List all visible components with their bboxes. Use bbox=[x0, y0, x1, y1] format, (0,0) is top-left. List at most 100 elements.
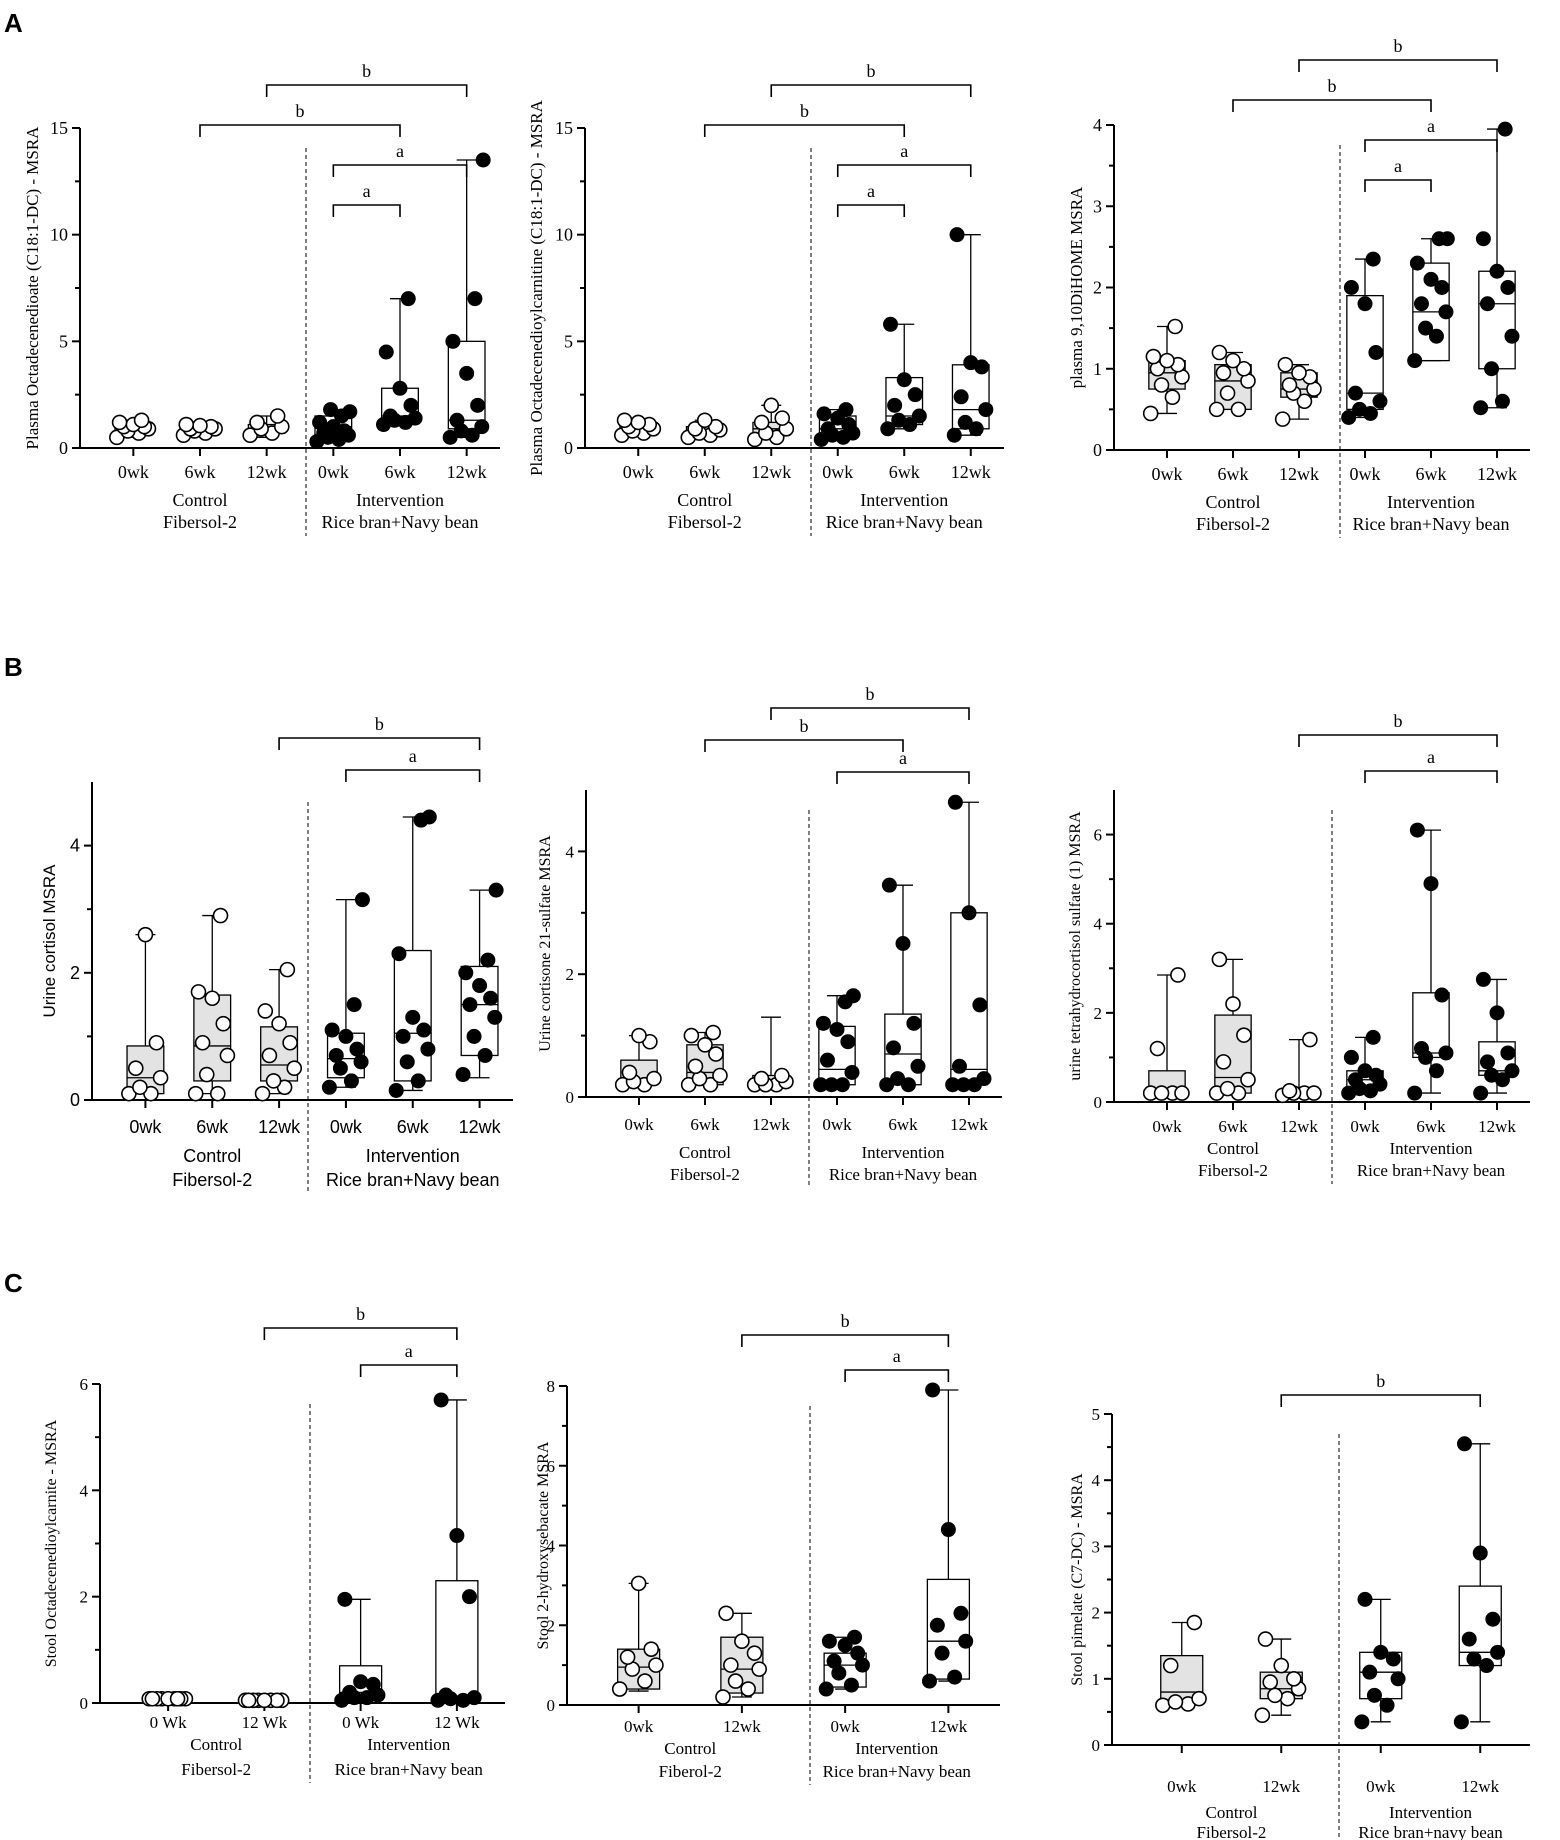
data-point bbox=[1490, 1644, 1506, 1660]
data-point bbox=[1373, 1644, 1389, 1660]
data-point bbox=[1473, 1085, 1489, 1101]
box-2: 12wk bbox=[242, 408, 290, 482]
data-point bbox=[883, 316, 899, 332]
data-point bbox=[1368, 345, 1384, 360]
chart-a2: 0 5 10 15 Plasma Octadecenedioylcarnitine (C… bbox=[527, 61, 1004, 536]
data-point bbox=[353, 1054, 369, 1070]
y-axis-label: Urine cortisol MSRA bbox=[40, 864, 59, 1018]
data-point bbox=[887, 397, 903, 413]
data-point bbox=[240, 1692, 257, 1709]
box-2: 12wk bbox=[1274, 356, 1322, 484]
data-point bbox=[1407, 1085, 1423, 1101]
data-point bbox=[881, 877, 897, 893]
data-point bbox=[407, 410, 423, 426]
data-point bbox=[392, 380, 408, 396]
data-point bbox=[1149, 1040, 1166, 1057]
data-point bbox=[257, 1003, 274, 1019]
data-point bbox=[824, 1077, 840, 1093]
chart-c1: 0 2 4 6 Stool Octadecenedioylcarnite - MSRA 0… bbox=[43, 1304, 505, 1783]
data-point bbox=[934, 1645, 950, 1661]
data-point bbox=[1164, 389, 1181, 405]
data-point bbox=[1153, 1085, 1170, 1101]
data-point bbox=[1439, 231, 1455, 247]
box-0: 0wk bbox=[614, 1027, 662, 1134]
data-point bbox=[1211, 344, 1228, 361]
group-label: Fibersol-2 bbox=[670, 1165, 740, 1184]
group-label: Intervention bbox=[366, 1146, 460, 1166]
y-tick-label: 2 bbox=[547, 1616, 556, 1635]
data-point bbox=[643, 1641, 660, 1657]
box-2: 0wk bbox=[1354, 1591, 1406, 1796]
y-tick-label: 4 bbox=[1092, 1471, 1101, 1490]
data-point bbox=[1170, 967, 1186, 983]
data-point bbox=[1347, 1072, 1363, 1088]
data-point bbox=[1418, 320, 1434, 336]
data-point bbox=[382, 408, 398, 424]
data-point bbox=[204, 990, 221, 1007]
data-point bbox=[405, 1009, 421, 1025]
data-point bbox=[910, 1058, 926, 1074]
data-point bbox=[727, 1673, 744, 1689]
group-label: Rice bran+navy bean bbox=[1358, 1823, 1503, 1840]
data-point bbox=[1475, 231, 1491, 247]
data-point bbox=[1273, 1657, 1290, 1674]
y-tick-label: 8 bbox=[547, 1377, 556, 1396]
x-tick-label: 6wk bbox=[1416, 1117, 1446, 1136]
chart-c2: 0 2 4 6 8 Stool 2-hydroxysebacate MSRA 0wk 12wk… bbox=[535, 1311, 1000, 1785]
x-tick-label: 12 Wk bbox=[434, 1713, 480, 1732]
y-tick-label: 1 bbox=[1092, 1670, 1101, 1689]
data-point bbox=[687, 1058, 704, 1075]
x-tick-label: 12wk bbox=[459, 1117, 502, 1137]
data-point bbox=[215, 1015, 232, 1032]
significance-bracket bbox=[1232, 99, 1432, 112]
data-point bbox=[342, 1684, 358, 1700]
data-point bbox=[474, 419, 490, 435]
data-point bbox=[187, 1085, 204, 1102]
significance-label: a bbox=[893, 1346, 901, 1366]
data-point bbox=[1475, 971, 1491, 987]
chart-a1: 0 5 10 15 Plasma Octadecenedioate (C18:1-DC)… bbox=[23, 61, 500, 536]
data-point bbox=[458, 965, 474, 981]
x-tick-label: 0wk bbox=[1350, 1117, 1380, 1136]
x-tick-label: 0wk bbox=[822, 1115, 852, 1134]
data-point bbox=[312, 414, 328, 430]
data-point bbox=[1354, 1714, 1370, 1730]
data-point bbox=[1466, 1651, 1482, 1667]
significance-bracket bbox=[263, 1327, 458, 1340]
group-label: Control bbox=[190, 1735, 242, 1754]
box-5: 12wk bbox=[1473, 971, 1520, 1136]
data-point bbox=[1494, 393, 1510, 409]
box-4: 6wk bbox=[1407, 231, 1455, 484]
group-label: Intervention bbox=[855, 1739, 939, 1758]
data-point bbox=[921, 1673, 937, 1689]
data-point bbox=[1343, 280, 1359, 295]
data-point bbox=[1208, 401, 1225, 418]
data-point bbox=[907, 387, 923, 403]
data-point bbox=[1215, 1054, 1232, 1070]
group-label: Rice bran+Navy bean bbox=[326, 1170, 500, 1190]
y-tick-label: 15 bbox=[50, 118, 68, 138]
chart-b1: 0 2 4 Urine cortisol MSRA 0wk 6wk 12wk 0wk 6wk 12… bbox=[40, 714, 513, 1194]
box-5: 12wk bbox=[455, 882, 504, 1137]
group-label: Control bbox=[679, 1143, 731, 1162]
box-3: 12 Wk bbox=[430, 1392, 482, 1732]
data-point bbox=[1281, 1083, 1298, 1099]
data-point bbox=[712, 1067, 728, 1084]
y-tick-label: 2 bbox=[1093, 278, 1102, 298]
data-point bbox=[127, 1060, 144, 1076]
data-point bbox=[1153, 377, 1170, 393]
group-label: Intervention bbox=[1389, 1139, 1473, 1158]
data-point bbox=[337, 1591, 353, 1607]
data-point bbox=[466, 1690, 482, 1706]
data-point bbox=[1423, 876, 1439, 892]
data-point bbox=[1484, 1067, 1500, 1083]
x-tick-label: 0 Wk bbox=[342, 1713, 379, 1732]
y-tick-label: 2 bbox=[1092, 1604, 1101, 1623]
data-point bbox=[1262, 1674, 1279, 1690]
data-point bbox=[1174, 1085, 1190, 1101]
data-point bbox=[723, 1657, 739, 1673]
data-point bbox=[111, 414, 128, 431]
data-point bbox=[630, 1575, 647, 1592]
y-tick-label: 6 bbox=[547, 1457, 556, 1476]
